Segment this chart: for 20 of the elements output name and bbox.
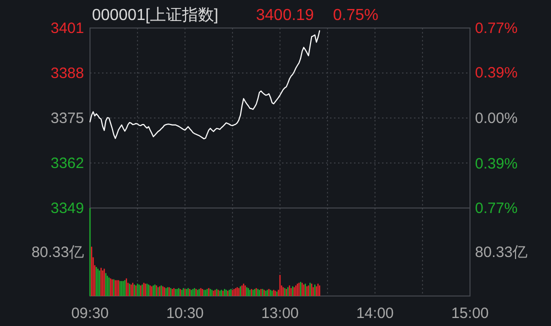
x-tick-label: 09:30 (71, 305, 109, 322)
chart-title: 000001[上证指数] (92, 6, 218, 24)
x-tick-label: 14:00 (356, 305, 394, 322)
x-tick-label: 10:30 (166, 305, 204, 322)
x-tick-label: 15:00 (451, 305, 489, 322)
y-tick-label: 3388 (50, 65, 84, 82)
text: 80.33亿 (31, 244, 84, 261)
text: 3400.19 (256, 7, 314, 24)
y2-tick-label: 0.77% (475, 200, 518, 217)
text: 0.75% (333, 7, 378, 24)
y2-tick-label: 0.39% (475, 64, 518, 82)
text: 80.33亿 (475, 244, 528, 261)
y2-tick-label: 0.00% (475, 110, 518, 127)
y-tick-label: 3362 (50, 155, 84, 172)
y-tick-label: 3401 (50, 20, 84, 37)
y2-tick-label: 0.39% (475, 156, 518, 173)
y2-tick-label: 0.77% (475, 20, 518, 37)
x-tick-label: 13:00 (261, 305, 299, 322)
y-tick-label: 3349 (50, 200, 84, 217)
y-tick-label: 3375 (50, 110, 84, 127)
